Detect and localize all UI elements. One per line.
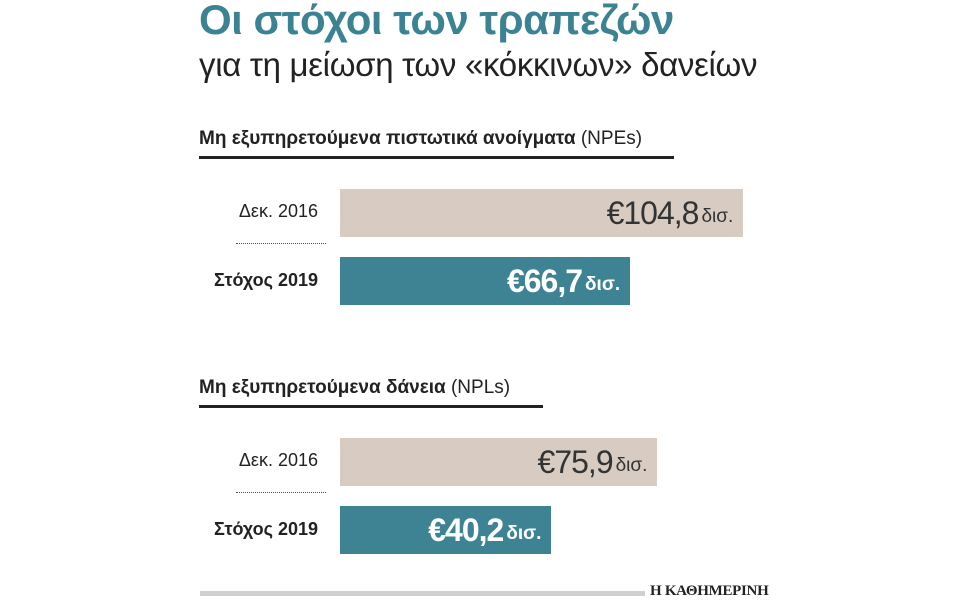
bar-npes-2016: €104,8 δισ. xyxy=(340,189,744,237)
dotted-divider xyxy=(236,243,326,244)
bar-value-label: €75,9 xyxy=(537,443,614,480)
bar-npls-2016: €75,9 δισ. xyxy=(340,438,658,486)
bar-unit-label: δισ. xyxy=(506,523,542,544)
bar-npls-2019: €40,2 δισ. xyxy=(340,506,552,554)
chart-title: Οι στόχοι των τραπεζών xyxy=(199,0,674,43)
dotted-divider xyxy=(236,492,326,493)
bar-value-label: €40,2 xyxy=(428,511,504,548)
category-label: Στόχος 2019 xyxy=(214,270,318,290)
bar-npes-2019: €66,7 δισ. xyxy=(340,257,631,305)
bar-unit-label: δισ. xyxy=(585,274,621,295)
section-title-bold: Μη εξυπηρετούμενα πιστωτικά ανοίγματα xyxy=(199,128,576,149)
category-label: Δεκ. 2016 xyxy=(238,201,318,221)
category-label: Δεκ. 2016 xyxy=(238,450,318,470)
bar-unit-label: δισ. xyxy=(615,455,648,476)
bar-value-label: €66,7 xyxy=(506,262,583,299)
bar-unit-label: δισ. xyxy=(701,206,734,227)
section-title-npls: Μη εξυπηρετούμενα δάνεια (NPLs) xyxy=(199,377,543,408)
section-title-suffix: (NPEs) xyxy=(580,128,643,149)
section-title-suffix: (NPLs) xyxy=(450,377,511,398)
section-title-bold: Μη εξυπηρετούμενα δάνεια xyxy=(199,377,446,398)
category-label: Στόχος 2019 xyxy=(214,519,318,539)
chart-subtitle: για τη μείωση των «κόκκινων» δανείων xyxy=(199,46,758,83)
footer-rule xyxy=(200,591,645,596)
bar-value-label: €104,8 xyxy=(606,194,700,231)
section-title-npes: Μη εξυπηρετούμενα πιστωτικά ανοίγματα (N… xyxy=(199,128,674,159)
publisher-logo: Η ΚΑΘΗΜΕΡΙΝΗ xyxy=(650,583,769,599)
